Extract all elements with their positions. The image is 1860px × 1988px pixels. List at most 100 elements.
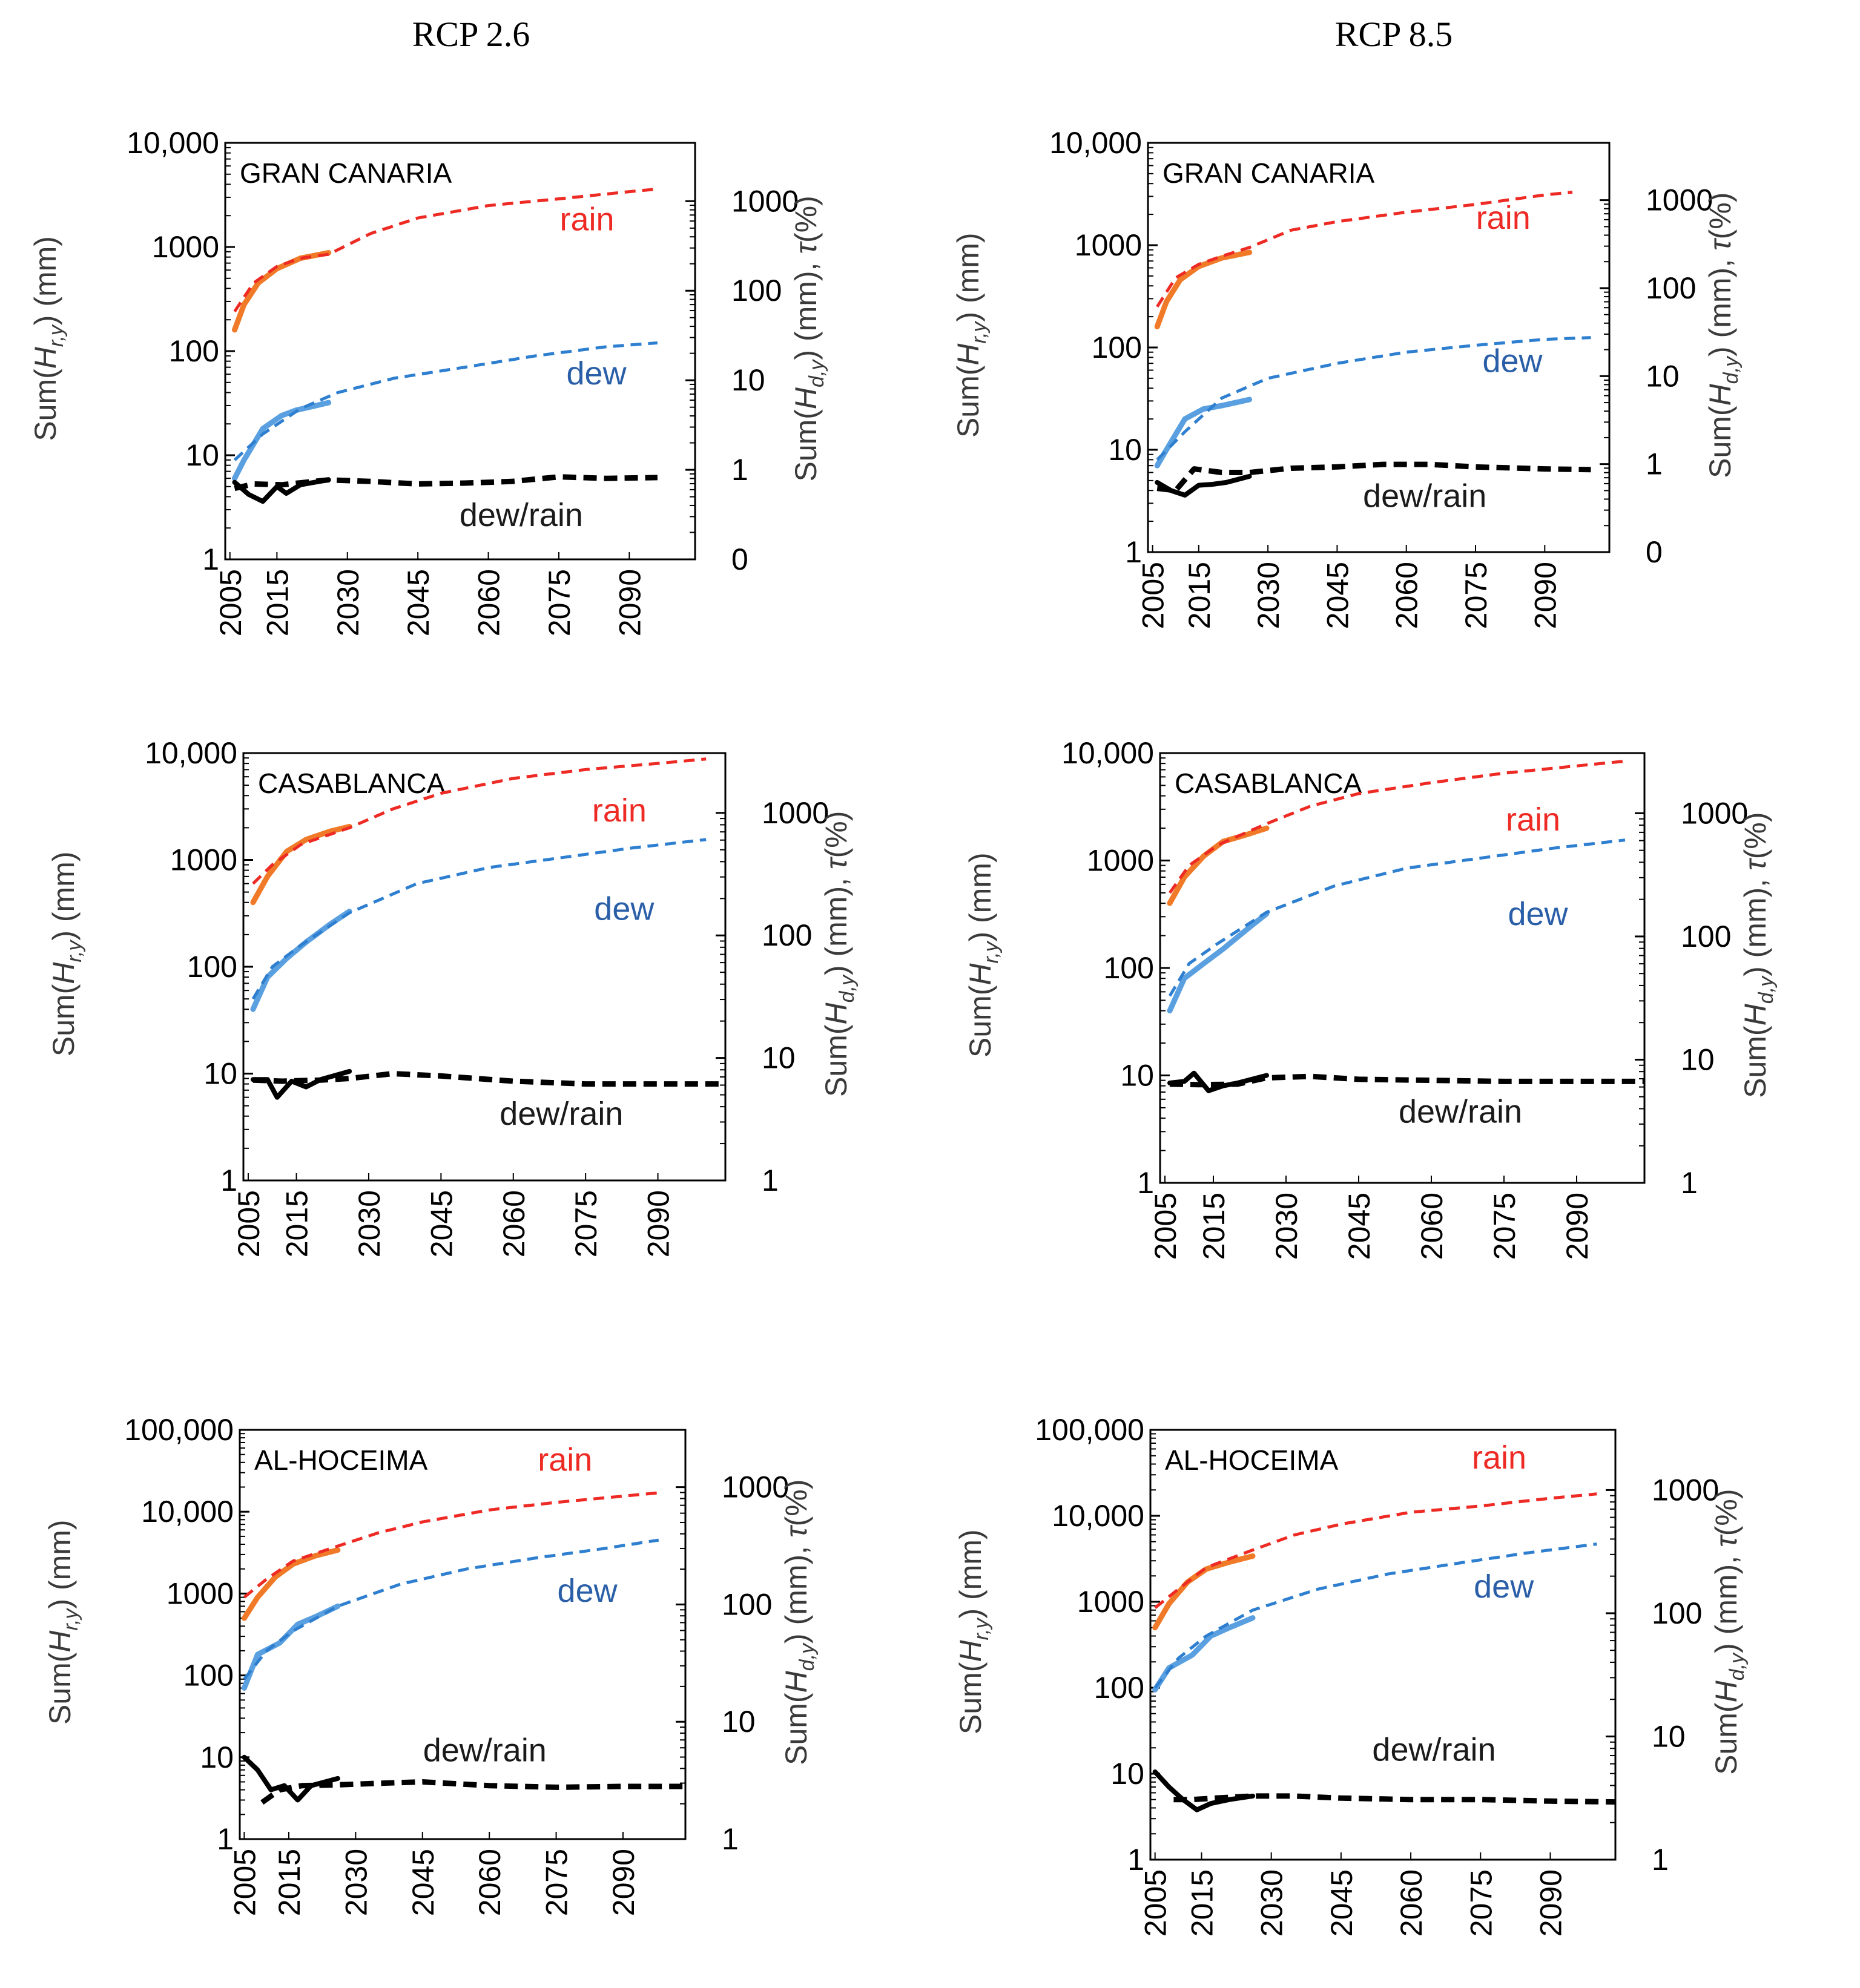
rain-proj-line: [1168, 759, 1626, 894]
y-tick-label: 1000: [167, 1576, 234, 1610]
x-tick-label: 2005: [232, 1190, 266, 1257]
right-tick-label: 100: [731, 274, 782, 308]
right-tick-label: 1: [1646, 447, 1663, 481]
right-tick-label: 10: [1681, 1042, 1715, 1076]
rain-obs-line: [1154, 249, 1253, 329]
x-tick-label: 2030: [339, 1849, 373, 1916]
x-tick-label: 2030: [331, 569, 365, 636]
dew-rain-series-label: dew/rain: [1399, 1094, 1522, 1130]
right-tick-label: 0: [731, 542, 748, 576]
y-tick-label: 100: [183, 1659, 234, 1693]
station-label: CASABLANCA: [258, 768, 446, 799]
station-label: CASABLANCA: [1175, 768, 1362, 799]
dew-obs-line: [1167, 910, 1270, 1014]
x-tick-label: 2045: [424, 1190, 458, 1257]
station-label: GRAN CANARIA: [1162, 157, 1374, 189]
ratio-proj-line: [252, 1071, 725, 1087]
y-tick-label: 10: [200, 1740, 234, 1774]
dew-obs-line: [1152, 1615, 1256, 1693]
dew-series-label: dew: [567, 355, 627, 392]
right-axis-label: Sum(Hd,y) (mm), τ(%): [1738, 812, 1778, 1098]
chart-panel: 1 10 100 1000 10,000 1 10 100 1000 2005 2015 2030 20…: [963, 736, 1778, 1260]
dew-rain-series-label: dew/rain: [1372, 1732, 1496, 1768]
station-label: AL-HOCEIMA: [1165, 1444, 1339, 1476]
x-tick-label: 2030: [352, 1190, 386, 1257]
ratio-obs-line: [1152, 1769, 1255, 1812]
y-tick-label: 1000: [1075, 228, 1142, 262]
chart-panel: 1 10 100 1000 10,000 0 1 10 100 1000 2005 2015 2030 2…: [951, 126, 1743, 629]
x-tick-label: 2015: [280, 1190, 314, 1257]
rain-proj-line: [233, 187, 658, 312]
rain-proj-line: [243, 1491, 659, 1599]
left-axis-label: Sum(Hr,y) (mm): [951, 232, 991, 438]
right-tick-label: 10: [1652, 1719, 1686, 1753]
dew-proj-line: [1153, 1542, 1597, 1689]
ratio-obs-line: [1155, 473, 1252, 498]
rain-series-label: rain: [1476, 200, 1531, 236]
right-tick-label: 1: [1652, 1843, 1669, 1877]
dew-rain-series-label: dew/rain: [460, 497, 583, 533]
rain-proj-line: [1154, 1492, 1597, 1609]
x-tick-label: 2045: [1325, 1869, 1359, 1937]
rain-proj-line: [1156, 190, 1573, 308]
y-tick-label: 100,000: [1035, 1413, 1144, 1447]
right-tick-label: 10: [762, 1041, 796, 1075]
y-tick-label: 10,000: [1061, 736, 1154, 770]
dew-series-label: dew: [1474, 1568, 1534, 1605]
right-tick-label: 100: [762, 918, 812, 952]
rain-series-label: rain: [1506, 801, 1560, 838]
x-tick-label: 2060: [1415, 1193, 1449, 1260]
x-tick-label: 2090: [642, 1190, 676, 1257]
right-tick-label: 10: [722, 1705, 756, 1739]
dew-proj-line: [233, 341, 658, 461]
x-tick-label: 2090: [1528, 562, 1562, 629]
y-tick-label: 10: [203, 1057, 237, 1091]
dew-obs-line: [241, 1603, 341, 1691]
column-title-rcp85: RCP 8.5: [1335, 15, 1453, 54]
chart-panel: 1 10 100 1000 10,000 100,000 1 10 100 1000 2005 201…: [43, 1413, 819, 1916]
x-tick-label: 2075: [1464, 1869, 1498, 1937]
rain-series-label: rain: [1472, 1440, 1526, 1476]
right-tick-label: 1000: [731, 184, 799, 218]
x-tick-label: 2030: [1255, 1869, 1289, 1937]
x-tick-label: 2060: [1394, 1869, 1428, 1937]
left-axis-label: Sum(Hr,y) (mm): [954, 1529, 993, 1734]
rain-obs-line: [241, 1547, 341, 1621]
dew-obs-line: [250, 909, 352, 1012]
plot-frame: [239, 1429, 687, 1840]
x-tick-label: 2075: [540, 1849, 574, 1916]
x-tick-label: 2015: [1185, 1869, 1219, 1937]
y-tick-label: 1: [1137, 1166, 1154, 1200]
x-tick-label: 2090: [1534, 1869, 1568, 1937]
y-tick-label: 1: [202, 542, 219, 576]
dew-series-label: dew: [594, 890, 655, 927]
plot-frame: [242, 752, 727, 1182]
dew-proj-line: [1156, 336, 1591, 461]
dew-rain-series-label: dew/rain: [500, 1096, 623, 1132]
column-title-rcp26: RCP 2.6: [412, 15, 530, 54]
x-tick-label: 2060: [472, 569, 506, 636]
dew-series-label: dew: [558, 1573, 618, 1609]
right-tick-label: 1: [1681, 1166, 1698, 1200]
y-tick-label: 10: [185, 438, 219, 472]
right-tick-label: 1000: [1681, 796, 1748, 830]
y-tick-label: 10,000: [1052, 1499, 1144, 1533]
right-axis-label: Sum(Hd,y) (mm), τ(%): [789, 196, 828, 481]
right-tick-label: 100: [1646, 271, 1696, 305]
x-tick-label: 2045: [1321, 562, 1354, 629]
station-label: AL-HOCEIMA: [254, 1444, 428, 1476]
left-axis-label: Sum(Hr,y) (mm): [47, 851, 86, 1056]
dew-series-label: dew: [1508, 896, 1568, 932]
dew-rain-series-label: dew/rain: [1363, 478, 1486, 515]
rain-series-label: rain: [592, 792, 647, 829]
right-tick-label: 10: [731, 363, 765, 397]
right-tick-label: 100: [1652, 1596, 1702, 1630]
right-axis-label: Sum(Hd,y) (mm), τ(%): [1703, 193, 1743, 478]
x-tick-label: 2015: [272, 1849, 306, 1916]
right-tick-label: 1: [731, 453, 748, 487]
y-tick-label: 10,000: [1049, 126, 1142, 160]
x-tick-label: 2005: [1149, 1193, 1182, 1260]
x-tick-label: 2060: [497, 1190, 531, 1257]
y-tick-label: 1000: [152, 230, 219, 264]
